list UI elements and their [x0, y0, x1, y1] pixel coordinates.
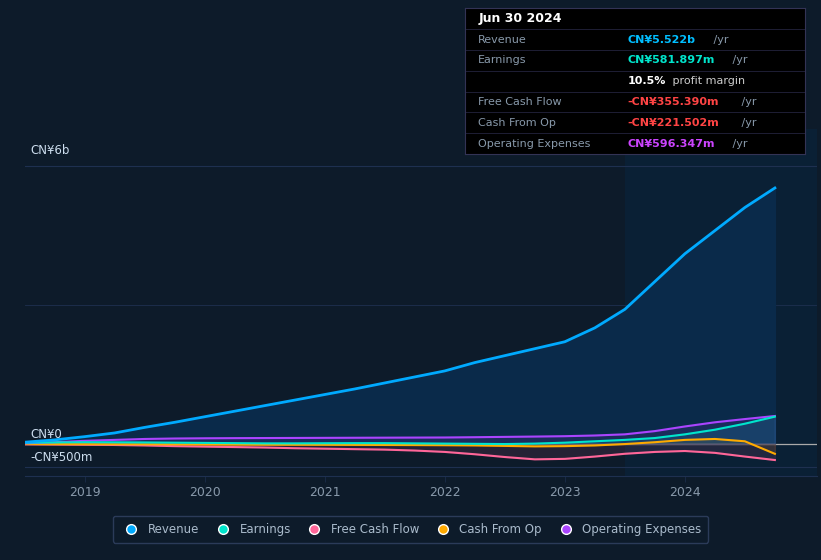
Text: Operating Expenses: Operating Expenses	[479, 138, 590, 148]
Text: Cash From Op: Cash From Op	[479, 118, 556, 128]
Bar	[625, 129, 817, 476]
Text: CN¥0: CN¥0	[30, 428, 62, 441]
Text: /yr: /yr	[738, 97, 756, 107]
Text: Jun 30 2024: Jun 30 2024	[479, 12, 562, 25]
Text: /yr: /yr	[738, 118, 756, 128]
Text: -CN¥221.502m: -CN¥221.502m	[628, 118, 719, 128]
Text: CN¥6b: CN¥6b	[30, 143, 70, 157]
Text: Earnings: Earnings	[479, 55, 527, 66]
Text: CN¥5.522b: CN¥5.522b	[628, 35, 696, 45]
Text: /yr: /yr	[729, 138, 747, 148]
Text: -CN¥500m: -CN¥500m	[30, 451, 93, 464]
Text: CN¥596.347m: CN¥596.347m	[628, 138, 715, 148]
Text: Free Cash Flow: Free Cash Flow	[479, 97, 562, 107]
Text: /yr: /yr	[729, 55, 747, 66]
Text: profit margin: profit margin	[668, 76, 745, 86]
Text: -CN¥355.390m: -CN¥355.390m	[628, 97, 719, 107]
Legend: Revenue, Earnings, Free Cash Flow, Cash From Op, Operating Expenses: Revenue, Earnings, Free Cash Flow, Cash …	[112, 516, 709, 543]
Text: /yr: /yr	[710, 35, 729, 45]
Text: CN¥581.897m: CN¥581.897m	[628, 55, 715, 66]
Text: Revenue: Revenue	[479, 35, 527, 45]
Text: 10.5%: 10.5%	[628, 76, 666, 86]
